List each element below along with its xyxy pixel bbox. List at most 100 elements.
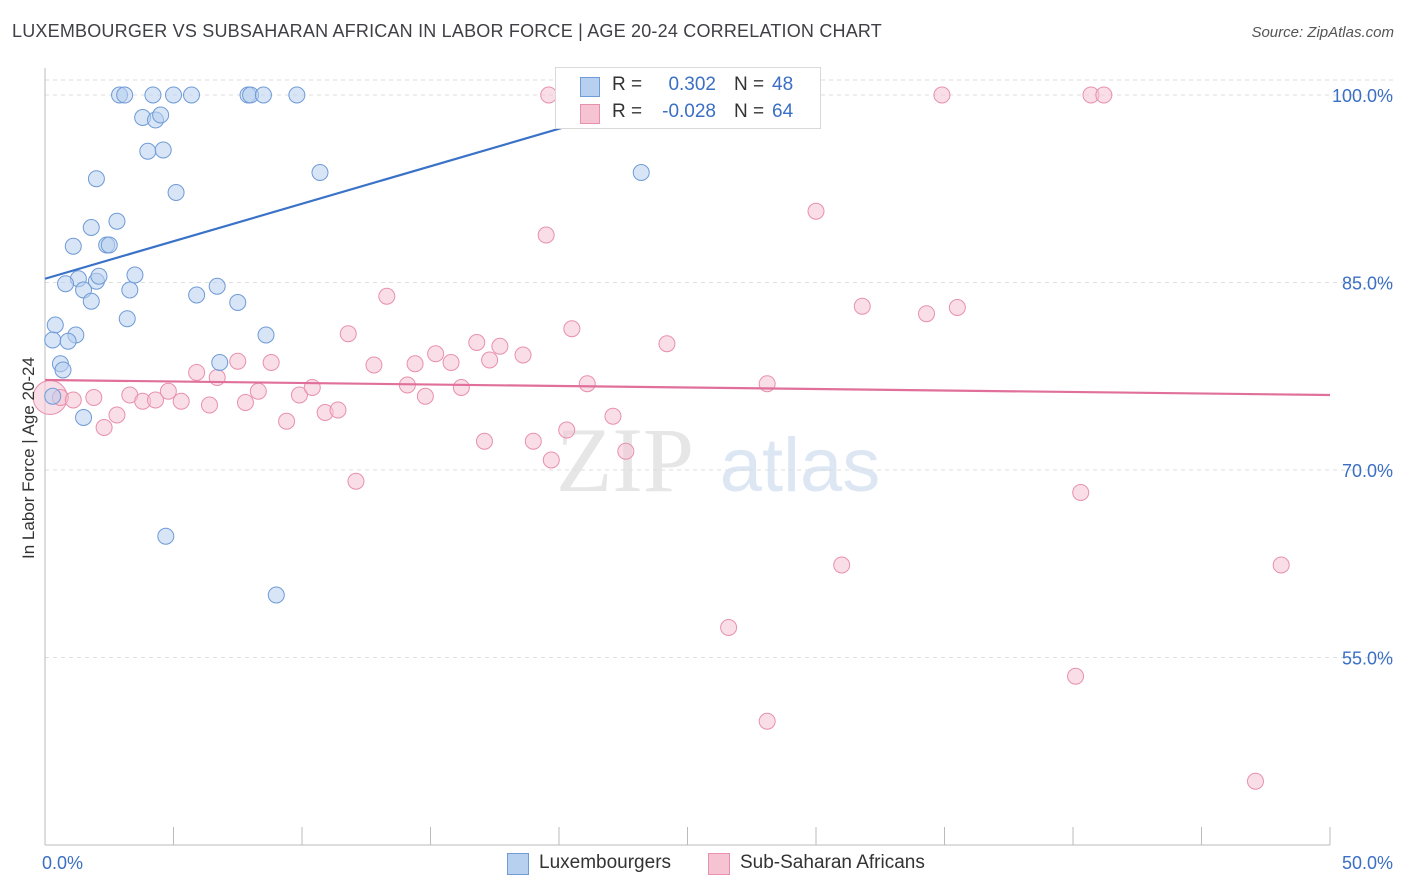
- data-point: [147, 391, 165, 409]
- data-point: [208, 277, 226, 295]
- data-point: [853, 297, 871, 315]
- n-label: N =: [734, 101, 765, 122]
- x-tick-label: 50.0%: [1342, 853, 1393, 873]
- data-point: [154, 141, 172, 159]
- data-point: [100, 236, 118, 254]
- data-point: [524, 432, 542, 450]
- data-point: [82, 219, 100, 236]
- data-point: [182, 86, 200, 104]
- data-point: [514, 346, 532, 364]
- legend-label: Sub-Saharan Africans: [740, 852, 925, 873]
- data-point: [126, 266, 144, 284]
- data-point: [416, 387, 434, 405]
- data-point: [578, 375, 596, 393]
- watermark-atlas: atlas: [720, 423, 881, 508]
- data-point: [262, 354, 280, 371]
- data-point: [172, 392, 190, 410]
- data-point: [82, 292, 100, 310]
- data-point: [254, 86, 272, 104]
- x-tick-label: 0.0%: [42, 853, 83, 873]
- data-point: [933, 86, 951, 104]
- data-point: [90, 267, 108, 285]
- data-point: [167, 184, 185, 201]
- r-value: 0.302: [668, 74, 716, 95]
- data-point: [44, 387, 62, 405]
- data-point: [290, 386, 308, 404]
- data-point: [95, 419, 113, 436]
- data-point: [54, 361, 72, 379]
- data-point: [236, 394, 254, 411]
- data-point: [64, 237, 82, 255]
- data-point: [475, 432, 493, 450]
- r-label: R =: [612, 74, 643, 95]
- data-point: [833, 556, 851, 574]
- legend-label: Luxembourgers: [539, 852, 672, 873]
- data-point: [1246, 772, 1264, 790]
- data-point: [347, 472, 365, 490]
- watermark-zip: ZIP: [556, 409, 694, 511]
- y-tick-label: 70.0%: [1342, 461, 1393, 481]
- tick-labels: 55.0% 70.0% 85.0% 100.0% 0.0% 50.0%: [42, 86, 1393, 873]
- data-point: [1067, 667, 1085, 685]
- data-point: [617, 442, 635, 460]
- legend-swatch-pink: [708, 853, 730, 875]
- chart-title: LUXEMBOURGER VS SUBSAHARAN AFRICAN IN LA…: [12, 21, 882, 41]
- n-value: 48: [772, 74, 794, 95]
- data-point: [427, 345, 445, 363]
- data-point: [257, 326, 275, 344]
- data-point: [288, 86, 306, 104]
- data-point: [303, 379, 321, 396]
- data-point: [365, 356, 383, 374]
- data-point: [139, 142, 157, 160]
- data-point: [267, 586, 285, 604]
- trend-lines: [44, 93, 1331, 397]
- data-point: [537, 226, 555, 244]
- data-point: [211, 354, 229, 371]
- data-point: [188, 364, 206, 381]
- data-point: [229, 352, 247, 370]
- legend-swatch-blue: [507, 853, 529, 875]
- data-point: [442, 354, 460, 371]
- data-point: [758, 712, 776, 730]
- n-label: N =: [734, 74, 765, 95]
- data-point: [159, 382, 177, 400]
- data-point: [468, 334, 486, 351]
- correlation-legend: R = 0.302 N = 48 R = -0.028 N = 64: [555, 67, 821, 129]
- y-tick-label: 100.0%: [1332, 86, 1393, 106]
- data-point: [59, 332, 77, 350]
- data-point: [604, 407, 622, 425]
- data-point: [1072, 484, 1090, 501]
- r-value: -0.028: [662, 101, 716, 122]
- data-point: [144, 86, 162, 104]
- data-point: [118, 310, 136, 328]
- y-axis-label: In Labor Force | Age 20-24: [19, 357, 38, 559]
- data-point: [658, 335, 676, 353]
- data-point: [632, 164, 650, 181]
- data-point: [542, 451, 560, 469]
- data-point: [491, 337, 509, 355]
- data-point: [563, 320, 581, 338]
- data-point: [406, 355, 424, 373]
- data-point: [329, 401, 347, 419]
- data-point: [229, 294, 247, 311]
- data-point: [108, 406, 126, 424]
- r-label: R =: [612, 101, 643, 122]
- luxembourger-points: [44, 86, 684, 604]
- data-point: [720, 619, 738, 636]
- y-tick-label: 85.0%: [1342, 274, 1393, 294]
- data-point: [57, 275, 75, 293]
- data-point: [200, 396, 218, 414]
- data-point: [87, 170, 105, 188]
- gridlines: [45, 79, 1395, 658]
- data-point: [116, 86, 134, 104]
- data-point: [378, 287, 396, 305]
- data-point: [85, 389, 103, 406]
- data-point: [1272, 556, 1290, 574]
- data-point: [918, 305, 936, 323]
- data-point: [108, 212, 126, 230]
- legend-swatch-pink: [580, 104, 600, 124]
- data-point: [278, 412, 296, 430]
- trend-line-sub-saharan: [44, 378, 1331, 397]
- data-point: [481, 351, 499, 369]
- data-point: [807, 202, 825, 220]
